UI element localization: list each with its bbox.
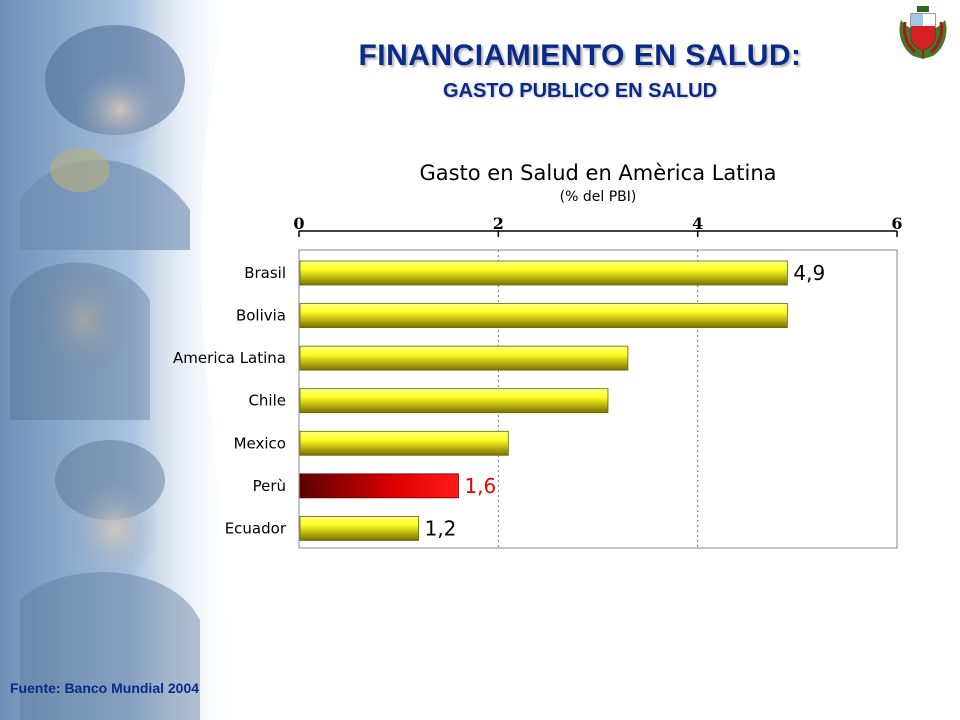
bar — [299, 345, 629, 371]
category-label: Bolivia — [236, 307, 286, 325]
x-tick-label: 6 — [891, 214, 902, 233]
bar — [299, 388, 609, 414]
x-tick-label: 2 — [493, 214, 504, 233]
data-label: 4,9 — [793, 261, 825, 285]
data-label: 1,2 — [425, 516, 457, 540]
category-label: Brasil — [244, 264, 286, 282]
category-label: Chile — [248, 392, 286, 410]
x-tick-label: 4 — [692, 214, 703, 233]
x-tick-label: 0 — [293, 214, 304, 233]
slide-subtitle: GASTO PUBLICO EN SALUD — [442, 80, 718, 102]
category-label: Ecuador — [225, 519, 287, 537]
bar — [299, 473, 459, 499]
coat-of-arms-icon — [899, 6, 947, 59]
bar — [299, 260, 788, 286]
bar — [299, 303, 788, 328]
chart-subtitle: (% del PBI) — [560, 189, 637, 205]
bar — [299, 430, 509, 456]
source-note: Fuente: Banco Mundial 2004 — [10, 680, 200, 696]
chart-title: Gasto en Salud en Amèrica Latina — [419, 161, 776, 185]
slide-title: FINANCIAMIENTO EN SALUD: — [358, 39, 802, 72]
plot-area-frame — [298, 249, 898, 549]
category-label: Mexico — [234, 434, 286, 452]
data-label: 1,6 — [464, 474, 496, 498]
category-label: America Latina — [173, 349, 286, 367]
slide-title-block: FINANCIAMIENTO EN SALUD: GASTO PUBLICO E… — [330, 38, 830, 104]
bar — [299, 516, 419, 541]
category-label: Perù — [253, 477, 286, 495]
